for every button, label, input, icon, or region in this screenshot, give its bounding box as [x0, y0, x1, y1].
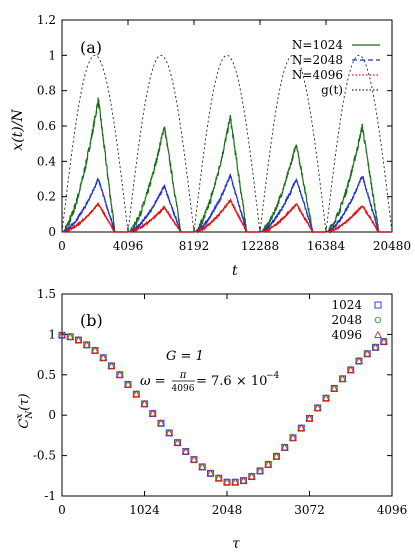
data-point-4096 [264, 460, 273, 468]
legend-b-label: 4096 [331, 328, 362, 342]
data-point-4096 [346, 365, 355, 373]
legend-b-label: 1024 [331, 298, 362, 312]
panel-b-ylabel-main: C [17, 419, 32, 429]
data-point-4096 [297, 423, 306, 431]
legend-b-marker [374, 301, 382, 309]
panel-b-ytick-label: -1 [44, 489, 56, 503]
data-point-4096 [82, 340, 91, 348]
panel-a-ylabel: x(t)/N [10, 109, 26, 151]
series-line-n-1024 [61, 97, 392, 233]
panel-a-ytick-label: 0 [48, 225, 56, 239]
panel-a-xtick-label: 16384 [307, 239, 346, 253]
chart-panel-b: (b) τ CxN(τ) G = 1 ω = π 4096 = 7.6 × 10… [15, 287, 407, 552]
data-point-4096 [198, 462, 207, 470]
data-point-4096 [239, 476, 248, 484]
legend-b-marker [374, 316, 382, 324]
panel-a-ytick-label: 0.2 [37, 190, 56, 204]
data-point-4096 [173, 438, 182, 446]
data-point-4096 [354, 356, 363, 364]
panel-a-xtick-label: 8192 [179, 239, 210, 253]
panel-b-ytick-label: 0 [48, 408, 56, 422]
legend-a-label: N=2048 [292, 53, 343, 67]
annotation-omega: ω = π 4096 = 7.6 × 10 −4 [140, 370, 280, 394]
legend-b-label: 2048 [331, 313, 362, 327]
panel-b-xtick-label: 2048 [212, 503, 243, 517]
data-point-4096 [256, 466, 265, 474]
panel-b-xtick-label: 1024 [129, 503, 160, 517]
data-point-4096 [58, 330, 66, 339]
data-point-4096 [280, 443, 289, 451]
panel-a-xlabel: t [232, 263, 238, 279]
panel-a-label: (a) [80, 38, 102, 57]
panel-a-xtick-label: 4096 [113, 239, 144, 253]
data-point-4096 [313, 403, 322, 411]
chart-panel-a: (a) t x(t)/N 0 4096 8192 12288 16384 20480 0 0.… [10, 13, 411, 279]
panel-a-ytick-label: 1.2 [37, 13, 56, 27]
annotation-omega-num: π [179, 370, 187, 381]
legend-a-label: g(t) [321, 83, 343, 97]
data-point-4096 [91, 346, 100, 354]
data-point-4096 [214, 474, 223, 482]
panel-b-label: (b) [80, 311, 103, 330]
panel-b-ylabel: CxN(τ) [15, 393, 35, 428]
annotation-omega-right: = 7.6 × 10 [196, 374, 267, 389]
panel-b-xtick-label: 0 [58, 503, 66, 517]
data-point-4096 [223, 478, 231, 486]
panel-b-ylabel-sup: x [15, 414, 25, 419]
legend-b-marker [374, 330, 382, 338]
data-point-4096 [363, 349, 372, 357]
data-point-4096 [140, 399, 149, 407]
data-point-4096 [247, 472, 256, 480]
data-point-4096 [181, 447, 190, 455]
data-point-4096 [66, 332, 75, 340]
panel-b-ylabel-arg: (τ) [17, 393, 32, 410]
data-point-4096 [148, 409, 157, 417]
data-point-4096 [338, 374, 347, 382]
panel-a-xtick-label: 12288 [241, 239, 279, 253]
data-point-4096 [379, 337, 388, 345]
data-point-4096 [206, 469, 215, 477]
annotation-g: G = 1 [166, 349, 204, 364]
data-point-4096 [289, 433, 297, 441]
panel-b-ytick-label: 1 [48, 327, 56, 341]
legend-a-label: N=4096 [292, 68, 343, 82]
data-point-4096 [322, 394, 330, 402]
data-point-4096 [371, 343, 380, 351]
panel-a-xtick-label: 0 [58, 239, 66, 253]
data-point-4096 [115, 370, 124, 378]
data-point-4096 [231, 478, 240, 486]
series-line-n-4096 [61, 198, 392, 235]
data-point-4096 [157, 419, 165, 427]
panel-a-ytick-label: 0.8 [37, 84, 56, 98]
panel-b-ytick-label: -0.5 [33, 449, 56, 463]
panel-b-xtick-label: 3072 [294, 503, 325, 517]
data-point-4096 [124, 380, 132, 388]
legend-a-label: N=1024 [292, 38, 343, 52]
panel-a-xtick-label: 20480 [373, 239, 411, 253]
data-point-4096 [272, 452, 281, 460]
annotation-omega-left: ω = [140, 374, 166, 389]
data-point-4096 [330, 384, 339, 392]
panel-a-ytick-label: 0.6 [37, 119, 56, 133]
panel-b-xlabel: τ [232, 536, 240, 552]
data-point-4096 [189, 455, 198, 463]
panel-a-ytick-label: 1 [48, 48, 56, 62]
panel-b-xtick-label: 4096 [377, 503, 408, 517]
panel-b-ytick-label: 1.5 [37, 287, 56, 301]
data-point-4096 [165, 428, 174, 436]
annotation-omega-den: 4096 [172, 384, 195, 394]
data-point-4096 [132, 389, 141, 398]
panel-b-ytick-label: 0.5 [37, 368, 56, 382]
data-point-4096 [305, 414, 314, 422]
panel-b-ylabel-sub: N [25, 410, 35, 420]
panel-a-ytick-label: 0.4 [37, 154, 56, 168]
data-point-4096 [107, 361, 116, 369]
annotation-omega-exp: −4 [266, 371, 280, 381]
data-point-4096 [99, 353, 108, 361]
data-point-4096 [74, 335, 83, 343]
